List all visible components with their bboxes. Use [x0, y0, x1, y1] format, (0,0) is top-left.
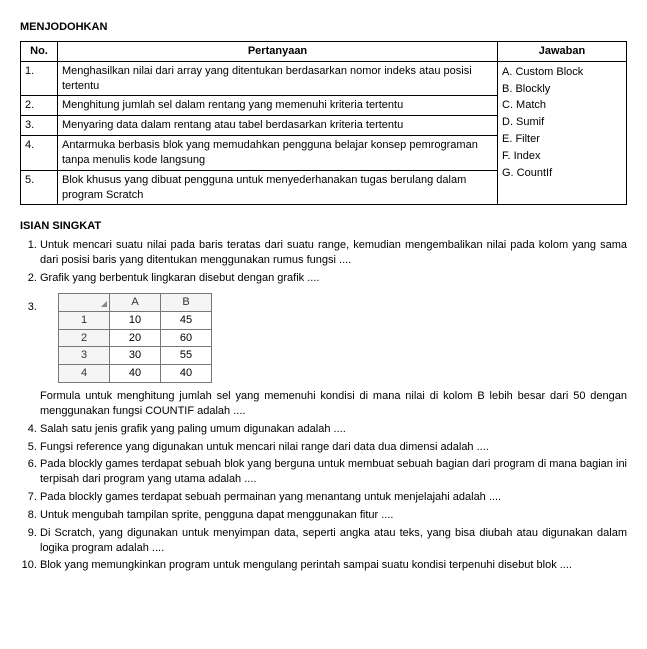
isian-list: Untuk mencari suatu nilai pada baris ter… [20, 238, 627, 576]
col-a-header: A [110, 293, 161, 311]
answers-cell: A. Custom Block B. Blockly C. Match D. S… [498, 61, 627, 205]
row-q: Menghasilkan nilai dari array yang diten… [58, 61, 498, 96]
row-q: Menghitung jumlah sel dalam rentang yang… [58, 96, 498, 116]
row-q: Antarmuka berbasis blok yang memudahkan … [58, 136, 498, 171]
isian-item: Salah satu jenis grafik yang paling umum… [40, 422, 627, 440]
row-q: Menyaring data dalam rentang atau tabel … [58, 116, 498, 136]
col-b-header: B [161, 293, 212, 311]
answer-option: E. Filter [502, 131, 622, 148]
header-jawaban: Jawaban [498, 41, 627, 61]
row-q: Blok khusus yang dibuat pengguna untuk m… [58, 170, 498, 205]
row-no: 2. [21, 96, 58, 116]
row-no: 4. [21, 136, 58, 171]
row-no: 5. [21, 170, 58, 205]
row-no: 3. [21, 116, 58, 136]
isian-item-3: ◢ A B 1 10 45 2 20 60 3 30 55 [40, 293, 627, 422]
isian-item: Untuk mencari suatu nilai pada baris ter… [40, 238, 627, 271]
q3-text: Formula untuk menghitung jumlah sel yang… [40, 389, 627, 419]
corner-cell: ◢ [59, 293, 110, 311]
answer-option: A. Custom Block [502, 64, 622, 81]
header-no: No. [21, 41, 58, 61]
header-pertanyaan: Pertanyaan [58, 41, 498, 61]
isian-item: Blok yang memungkinkan program untuk men… [40, 558, 627, 576]
isian-title: ISIAN SINGKAT [20, 219, 627, 234]
answer-option: B. Blockly [502, 81, 622, 98]
answer-option: D. Sumif [502, 114, 622, 131]
cell: 60 [161, 329, 212, 347]
cell: 30 [110, 347, 161, 365]
isian-item: Pada blockly games terdapat sebuah perma… [40, 490, 627, 508]
row-no: 1. [21, 61, 58, 96]
cell: 20 [110, 329, 161, 347]
match-table: No. Pertanyaan Jawaban 1. Menghasilkan n… [20, 41, 627, 206]
isian-item: Grafik yang berbentuk lingkaran disebut … [40, 271, 627, 289]
isian-item: Di Scratch, yang digunakan untuk menyimp… [40, 526, 627, 559]
cell: 45 [161, 311, 212, 329]
answer-option: F. Index [502, 148, 622, 165]
isian-item: Fungsi reference yang digunakan untuk me… [40, 440, 627, 458]
cell: 40 [161, 365, 212, 383]
q3-table: ◢ A B 1 10 45 2 20 60 3 30 55 [58, 293, 212, 383]
row-header: 4 [59, 365, 110, 383]
menjodohkan-title: MENJODOHKAN [20, 20, 627, 35]
isian-item: Untuk mengubah tampilan sprite, pengguna… [40, 508, 627, 526]
answer-option: G. CountIf [502, 165, 622, 182]
row-header: 1 [59, 311, 110, 329]
row-header: 2 [59, 329, 110, 347]
cell: 10 [110, 311, 161, 329]
row-header: 3 [59, 347, 110, 365]
answer-option: C. Match [502, 97, 622, 114]
cell: 55 [161, 347, 212, 365]
isian-item: Pada blockly games terdapat sebuah blok … [40, 457, 627, 490]
cell: 40 [110, 365, 161, 383]
